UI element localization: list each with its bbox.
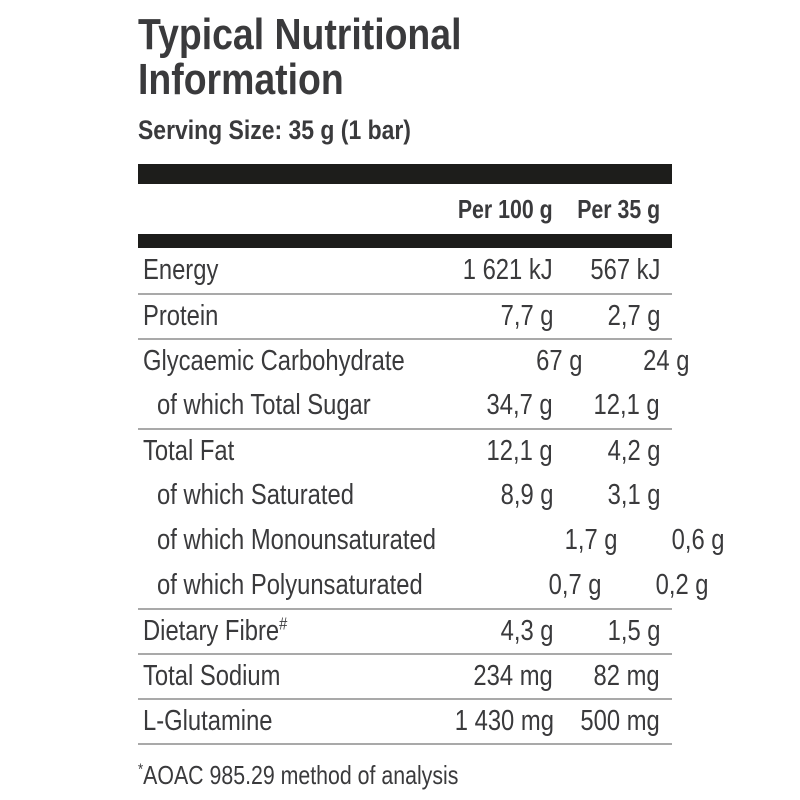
footnote: *AOAC 985.29 method of analysis — [138, 761, 672, 790]
row-value-per-100g: 4,3 g — [500, 615, 553, 648]
column-header-per-35g: Per 35 g — [577, 193, 660, 224]
column-header-per-100g: Per 100 g — [458, 193, 553, 224]
row-value-per-35g: 1,5 g — [607, 615, 660, 648]
row-label: Dietary Fibre# — [143, 613, 288, 648]
row-label-marker: # — [279, 613, 288, 634]
label-content: Typical Nutritional Information Serving … — [138, 12, 724, 790]
row-value-per-35g: 3,1 g — [607, 479, 660, 512]
table-row: of which Total Sugar 34,7 g 12,1 g — [138, 383, 672, 428]
row-label: Glycaemic Carbohydrate — [143, 345, 405, 378]
row-value-per-35g: 82 mg — [593, 660, 660, 693]
footnote-text: AOAC 985.29 method of analysis — [143, 760, 459, 791]
row-value-per-35g: 0,2 g — [655, 569, 709, 602]
row-value-per-100g: 67 g — [535, 345, 583, 378]
row-label: L-Glutamine — [143, 705, 273, 738]
page-title-text: Typical Nutritional Information — [138, 10, 462, 105]
table-row: of which Polyunsaturated 0,7 g 0,2 g — [138, 563, 708, 608]
table-row: Dietary Fibre# 4,3 g 1,5 g — [138, 608, 672, 653]
row-value-per-100g: 1 621 kJ — [463, 254, 553, 287]
row-value-per-35g: 12,1 g — [593, 389, 660, 422]
row-label: Total Sodium — [143, 660, 281, 693]
table-row: Energy 1 621 kJ 567 kJ — [138, 248, 672, 293]
serving-size: Serving Size: 35 g (1 bar) — [138, 114, 672, 146]
row-value-per-100g: 7,7 g — [500, 300, 553, 333]
row-value-per-100g: 34,7 g — [486, 389, 553, 422]
row-value-per-100g: 1 430 mg — [454, 705, 554, 738]
table-row: of which Saturated 8,9 g 3,1 g — [138, 473, 672, 518]
footnote-marker: * — [138, 760, 144, 779]
row-label: of which Total Sugar — [157, 389, 371, 422]
row-value-per-100g: 0,7 g — [548, 569, 602, 602]
row-label: of which Monounsaturated — [157, 524, 436, 557]
row-value-per-100g: 234 mg — [473, 660, 553, 693]
row-label: Energy — [143, 254, 219, 287]
row-label: Protein — [143, 300, 219, 333]
row-value-per-100g: 12,1 g — [486, 435, 553, 468]
row-value-per-35g: 2,7 g — [607, 300, 660, 333]
row-value-per-35g: 567 kJ — [589, 254, 660, 287]
table-row: Total Sodium 234 mg 82 mg — [138, 653, 672, 698]
serving-size-text: Serving Size: 35 g (1 bar) — [138, 114, 411, 145]
row-value-per-35g: 24 g — [642, 345, 690, 378]
row-label: Total Fat — [143, 435, 235, 468]
header-divider-bar — [138, 234, 672, 249]
row-value-per-35g: 0,6 g — [671, 524, 725, 557]
table-row: Glycaemic Carbohydrate 67 g 24 g — [138, 338, 689, 383]
row-value-per-35g: 500 mg — [580, 705, 660, 738]
table-row: Protein 7,7 g 2,7 g — [138, 293, 672, 338]
table-header-row: Per 100 g Per 35 g — [138, 184, 672, 234]
row-label: of which Polyunsaturated — [157, 569, 423, 602]
table-row: L-Glutamine 1 430 mg 500 mg — [138, 698, 672, 743]
table-row: of which Monounsaturated 1,7 g 0,6 g — [138, 518, 724, 563]
row-label: of which Saturated — [157, 479, 354, 512]
table-row: Total Fat 12,1 g 4,2 g — [138, 428, 672, 473]
row-value-per-35g: 4,2 g — [607, 435, 660, 468]
row-value-per-100g: 1,7 g — [564, 524, 618, 557]
top-divider-bar — [138, 164, 672, 185]
table-body: Energy 1 621 kJ 567 kJ Protein 7,7 g 2,7… — [138, 248, 724, 746]
footnote-text-wrap: *AOAC 985.29 method of analysis — [138, 761, 458, 790]
page-title: Typical Nutritional Information — [138, 12, 672, 103]
row-value-per-100g: 8,9 g — [500, 479, 553, 512]
